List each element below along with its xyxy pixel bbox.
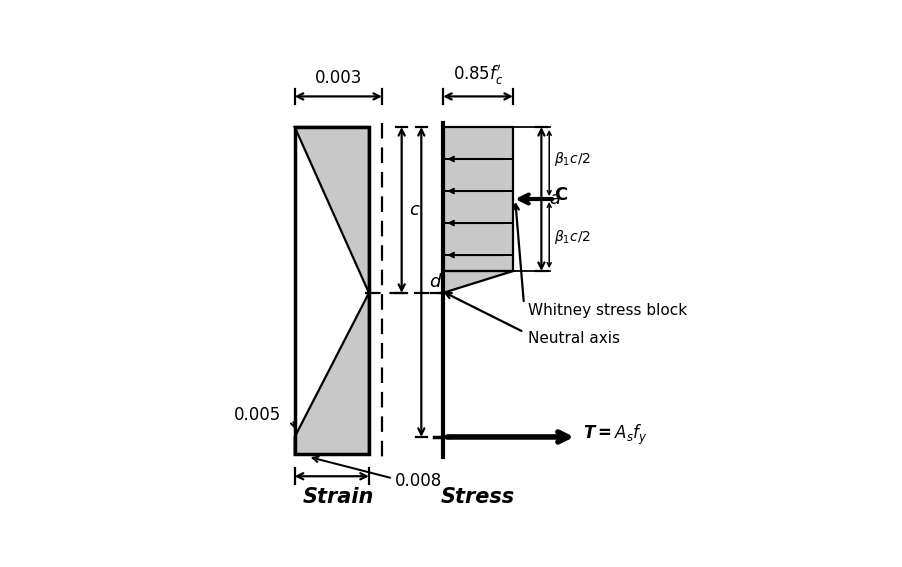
Text: a: a [548, 190, 559, 208]
Text: d: d [428, 273, 440, 291]
Polygon shape [294, 293, 369, 454]
Text: Neutral axis: Neutral axis [528, 331, 620, 346]
Polygon shape [294, 127, 369, 293]
Text: $0.85f_c^{\prime}$: $0.85f_c^{\prime}$ [452, 63, 502, 87]
Text: Strain: Strain [302, 487, 373, 507]
Text: C: C [554, 185, 567, 204]
Text: 0.008: 0.008 [395, 472, 442, 490]
Polygon shape [443, 127, 512, 271]
Text: $\boldsymbol{T = A_s f_y}$: $\boldsymbol{T = A_s f_y}$ [582, 422, 647, 447]
Text: 0.003: 0.003 [314, 69, 362, 87]
Text: 0.005: 0.005 [235, 406, 281, 424]
Text: Whitney stress block: Whitney stress block [528, 303, 686, 318]
Text: Stress: Stress [440, 487, 514, 507]
Polygon shape [443, 271, 512, 293]
Text: c: c [410, 201, 419, 219]
Text: $\beta_1 c/2$: $\beta_1 c/2$ [554, 150, 591, 168]
Text: $\beta_1 c/2$: $\beta_1 c/2$ [554, 229, 591, 246]
